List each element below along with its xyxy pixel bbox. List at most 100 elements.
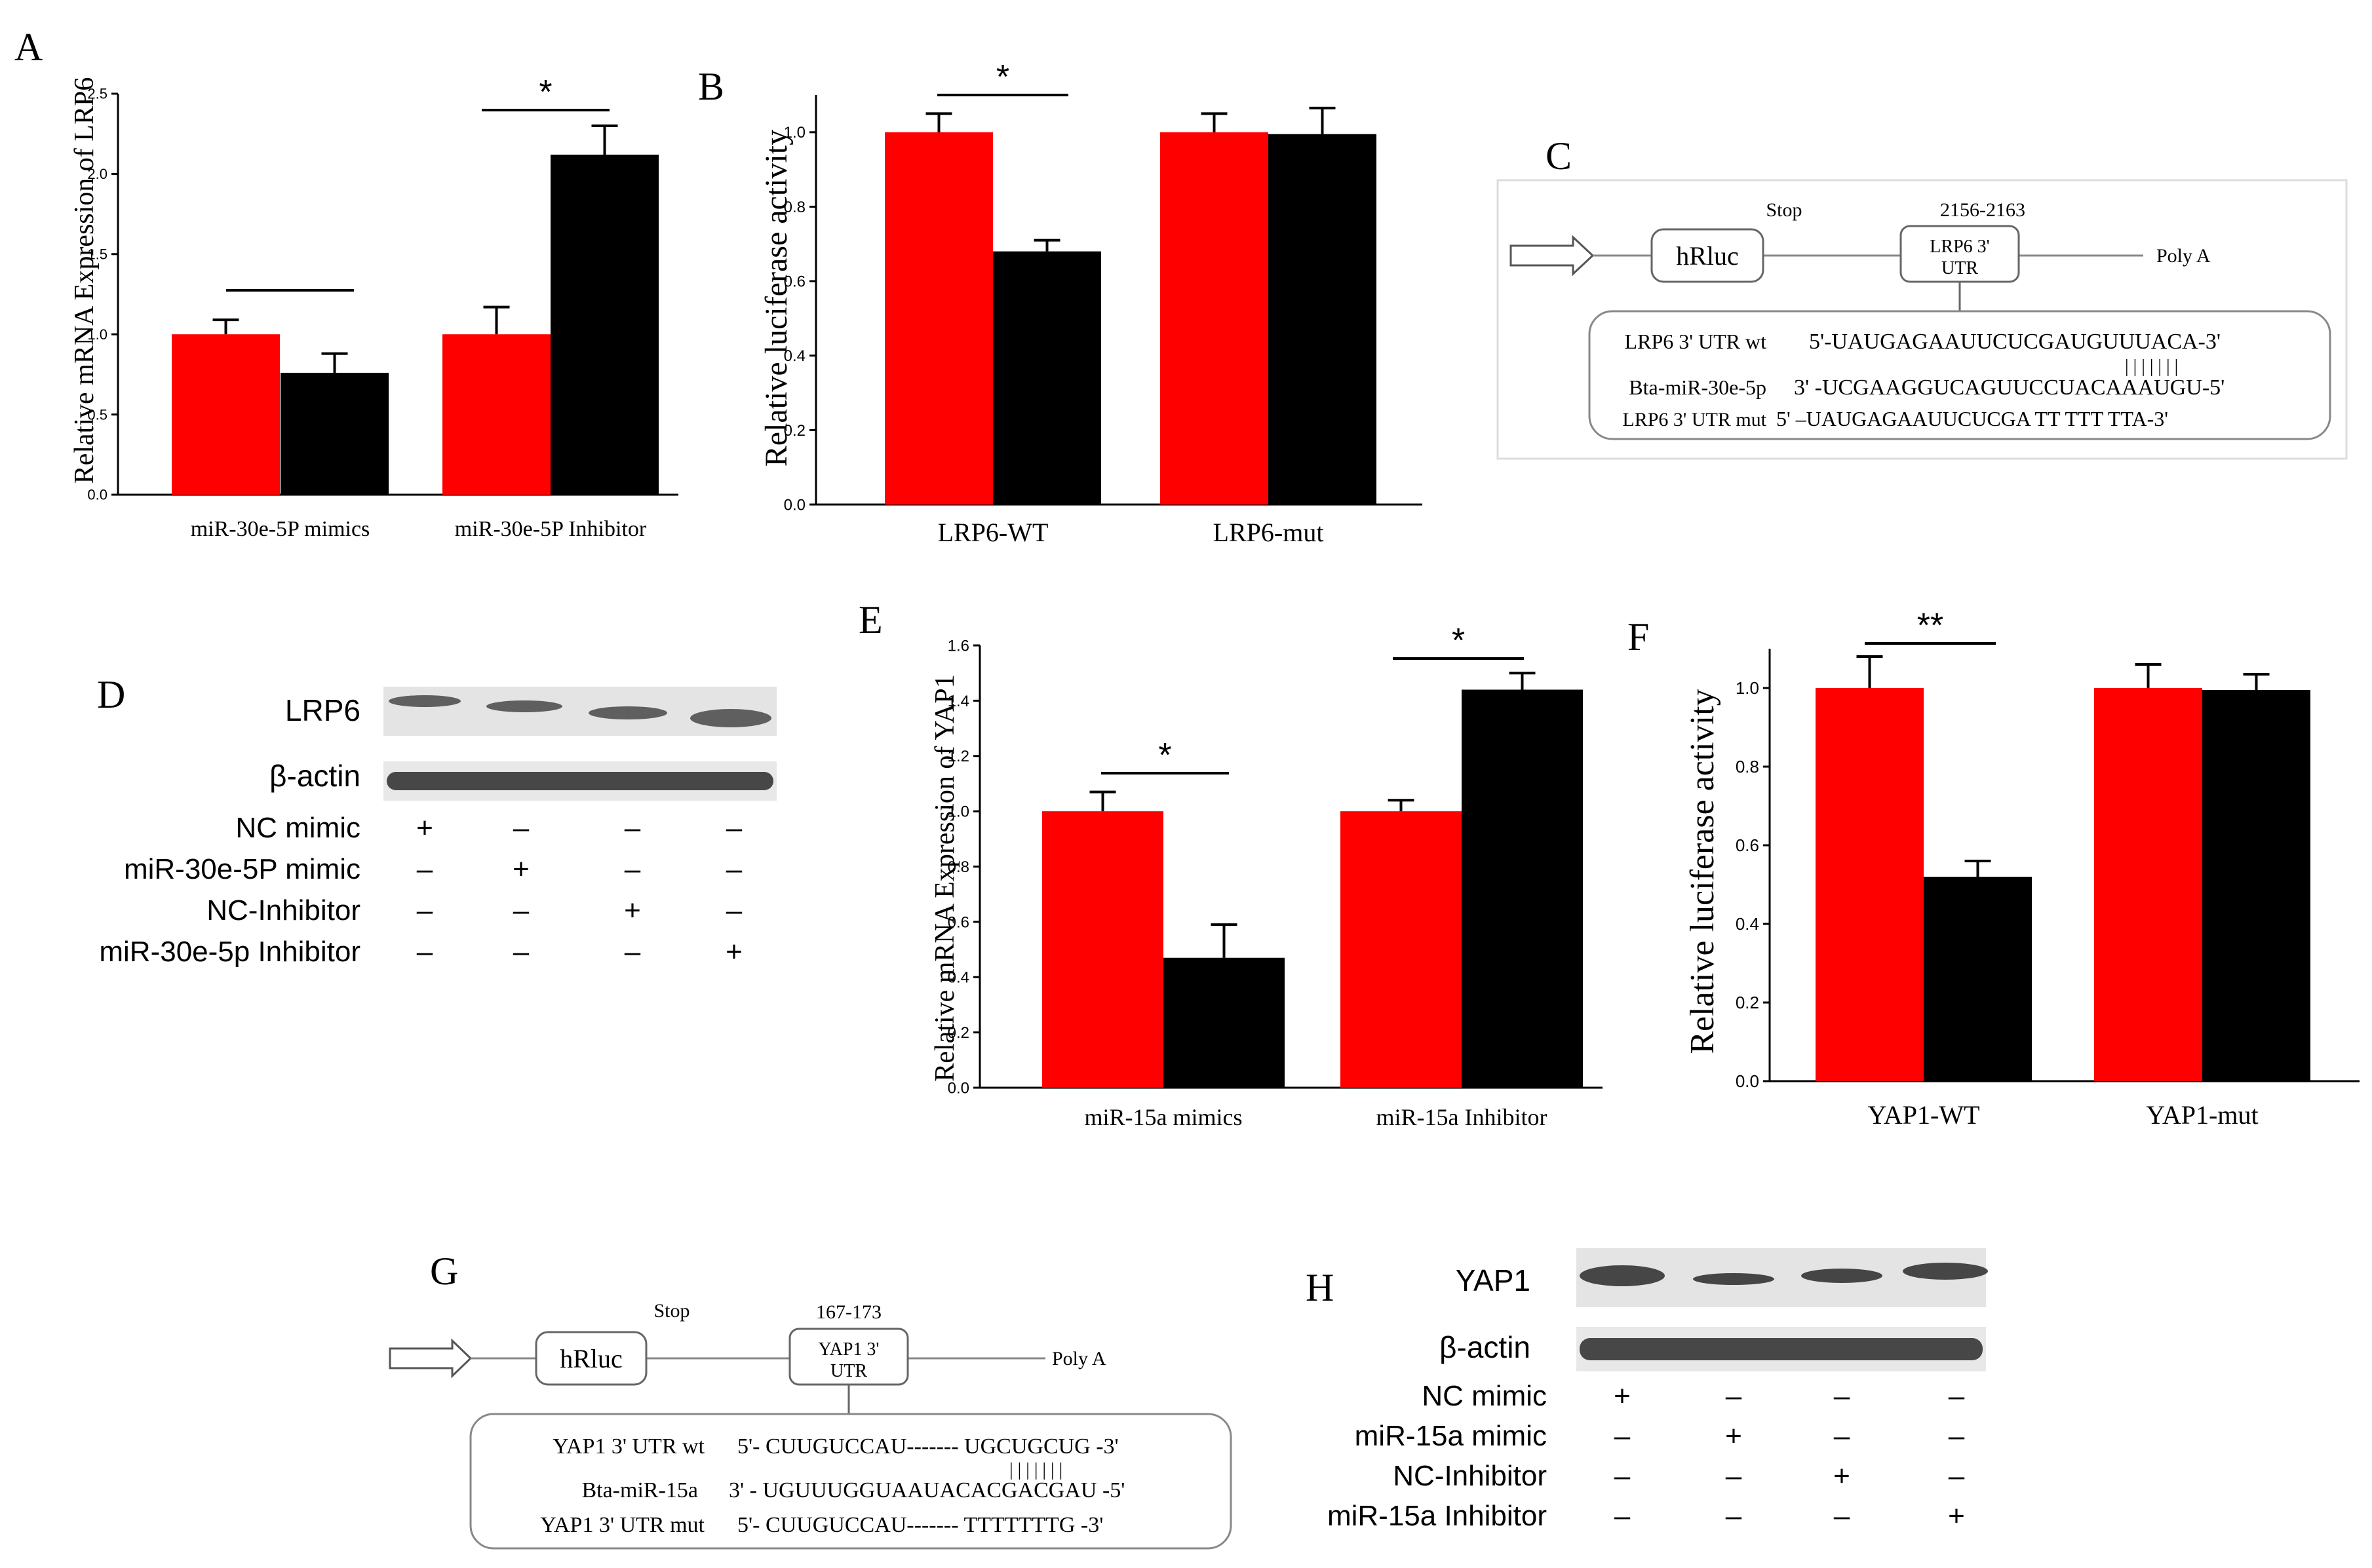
blot-h-yap1-bands xyxy=(1580,1263,1988,1286)
condition-mark: – xyxy=(1726,1460,1742,1492)
condition-mark: – xyxy=(1614,1420,1631,1452)
condition-mark: – xyxy=(1834,1420,1850,1452)
utr-box-label-line2: UTR xyxy=(830,1361,867,1381)
condition-mark: – xyxy=(417,853,433,885)
bar-control xyxy=(442,334,551,495)
stop-label: Stop xyxy=(653,1300,690,1322)
bar-control xyxy=(1340,811,1462,1088)
panel-letter-a: A xyxy=(14,26,43,69)
seq-row-label-wt: LRP6 3' UTR wt xyxy=(1625,330,1767,353)
x-category-label: YAP1-mut xyxy=(2146,1100,2258,1130)
y-tick-label: 0.8 xyxy=(948,858,969,876)
construct-diagram-c: hRluc Stop 2156-2163 LRP6 3' UTR Poly A … xyxy=(1496,179,2348,460)
x-category-label: miR-30e-5P Inhibitor xyxy=(455,517,647,541)
panel-letter-g: G xyxy=(430,1250,458,1293)
condition-mark: – xyxy=(1614,1500,1631,1532)
seq-row-label-mut: YAP1 3' UTR mut xyxy=(540,1513,705,1537)
y-tick-label: 1.0 xyxy=(948,803,969,821)
bar-treatment xyxy=(993,251,1101,505)
blot-band xyxy=(387,772,773,790)
significance-marker: * xyxy=(1452,622,1465,660)
panel-letter-b: B xyxy=(698,65,724,108)
bar-treatment xyxy=(1163,957,1285,1088)
hrluc-box xyxy=(1650,228,1764,283)
chart-e-ylabel: Relative mRNA Expression of YAP1 xyxy=(930,674,960,1081)
stop-label: Stop xyxy=(1766,199,1802,221)
bar-treatment xyxy=(551,155,659,495)
construct-c-frame xyxy=(1496,179,2348,460)
panel-letter-f: F xyxy=(1627,615,1649,659)
condition-mark: – xyxy=(417,936,433,968)
condition-mark: – xyxy=(1949,1420,1965,1452)
y-tick-label: 0.0 xyxy=(87,487,107,503)
utr-position-label: 2156-2163 xyxy=(1940,199,2025,221)
condition-mark: – xyxy=(1949,1460,1965,1492)
y-tick-label: 0.0 xyxy=(1736,1071,1759,1091)
x-category-label: miR-15a mimics xyxy=(1085,1104,1243,1130)
condition-mark: – xyxy=(417,894,433,927)
y-tick-label: 0.5 xyxy=(87,406,107,423)
bar-treatment xyxy=(1924,877,2032,1081)
chart-f-ylabel: Relative luciferase activity xyxy=(1684,689,1721,1054)
hrluc-box xyxy=(535,1331,648,1386)
condition-mark: + xyxy=(416,812,433,844)
y-tick-label: 1.6 xyxy=(948,637,969,655)
x-category-label: miR-30e-5P mimics xyxy=(191,517,370,541)
blot-band xyxy=(389,695,461,707)
chart-a-ylabel: Relative mRNA Expression of LRP6 xyxy=(69,77,100,484)
seq-row-mirna: 3' -UCGAAGGUCAGUUCCUACAAAUGU-5' xyxy=(1794,375,2225,400)
seq-row-mut: 5' –UAUGAGAAUUCUCGA TT TTT TTA-3' xyxy=(1776,407,2168,430)
bar-control xyxy=(1816,688,1924,1081)
polya-label: Poly A xyxy=(1052,1348,1106,1369)
condition-label: miR-15a Inhibitor xyxy=(1327,1500,1547,1532)
bar-treatment xyxy=(1268,134,1376,505)
blot-band xyxy=(589,706,667,719)
y-tick-label: 2.0 xyxy=(87,166,107,182)
blot-band xyxy=(486,700,562,712)
construct-diagram-g: hRluc Stop 167-173 YAP1 3' UTR Poly A YA… xyxy=(389,1300,1232,1550)
blot-band xyxy=(1580,1265,1665,1286)
condition-label: NC mimic xyxy=(235,812,360,844)
condition-mark: – xyxy=(726,894,743,927)
promoter-arrow-icon xyxy=(389,1338,473,1379)
y-tick-label: 1.4 xyxy=(948,693,969,710)
condition-mark: – xyxy=(513,936,530,968)
blot-d-actin-label: β-actin xyxy=(269,759,360,793)
y-tick-label: 0.8 xyxy=(1736,757,1759,776)
condition-label: miR-30e-5P mimic xyxy=(124,853,360,885)
y-tick-label: 0.4 xyxy=(784,347,806,365)
western-blot-d: LRP6 β-actin NC mimic + – – – miR-30e-5P mimi… xyxy=(99,687,777,968)
seq-row-mirna: 3' - UGUUUGGUAAUACACGACGAU -5' xyxy=(729,1478,1125,1502)
hrluc-label: hRluc xyxy=(1676,241,1739,271)
y-tick-label: 0.2 xyxy=(784,422,806,440)
chart-e: Relative mRNA Expression of YAP1 0.0 0.2 0… xyxy=(930,622,1603,1130)
blot-h-yap1-label: YAP1 xyxy=(1456,1263,1530,1297)
panel-letter-c: C xyxy=(1546,134,1572,178)
condition-mark: – xyxy=(726,853,743,885)
condition-mark: + xyxy=(1948,1500,1965,1532)
condition-mark: – xyxy=(1726,1500,1742,1532)
panel-letter-d: D xyxy=(97,673,125,716)
condition-mark: – xyxy=(513,894,530,927)
blot-band xyxy=(1693,1273,1774,1285)
blot-band xyxy=(690,709,771,727)
x-category-label: miR-15a Inhibitor xyxy=(1376,1104,1547,1130)
blot-h-actin-label: β-actin xyxy=(1439,1330,1530,1364)
bar-control xyxy=(1160,132,1268,505)
blot-d-lrp6-label: LRP6 xyxy=(285,693,360,727)
condition-label: NC-Inhibitor xyxy=(206,894,360,927)
y-tick-label: 1.2 xyxy=(948,748,969,765)
panel-letter-e: E xyxy=(859,598,883,641)
y-tick-label: 0.8 xyxy=(784,199,806,216)
seq-row-wt: 5'-UAUGAGAAUUCUCGAUGUUUACA-3' xyxy=(1809,330,2221,354)
y-tick-label: 0.6 xyxy=(784,273,806,290)
x-category-label: LRP6-WT xyxy=(938,518,1049,547)
y-tick-label: 0.0 xyxy=(784,496,806,514)
condition-mark: + xyxy=(624,894,641,927)
blot-band xyxy=(1801,1269,1882,1283)
condition-mark: – xyxy=(625,936,641,968)
condition-mark: – xyxy=(1949,1380,1965,1412)
seq-pairing-bars: | | | | | | | xyxy=(2125,356,2178,377)
seq-row-wt: 5'- CUUGUCCAU------- UGCUGCUG -3' xyxy=(737,1434,1119,1459)
